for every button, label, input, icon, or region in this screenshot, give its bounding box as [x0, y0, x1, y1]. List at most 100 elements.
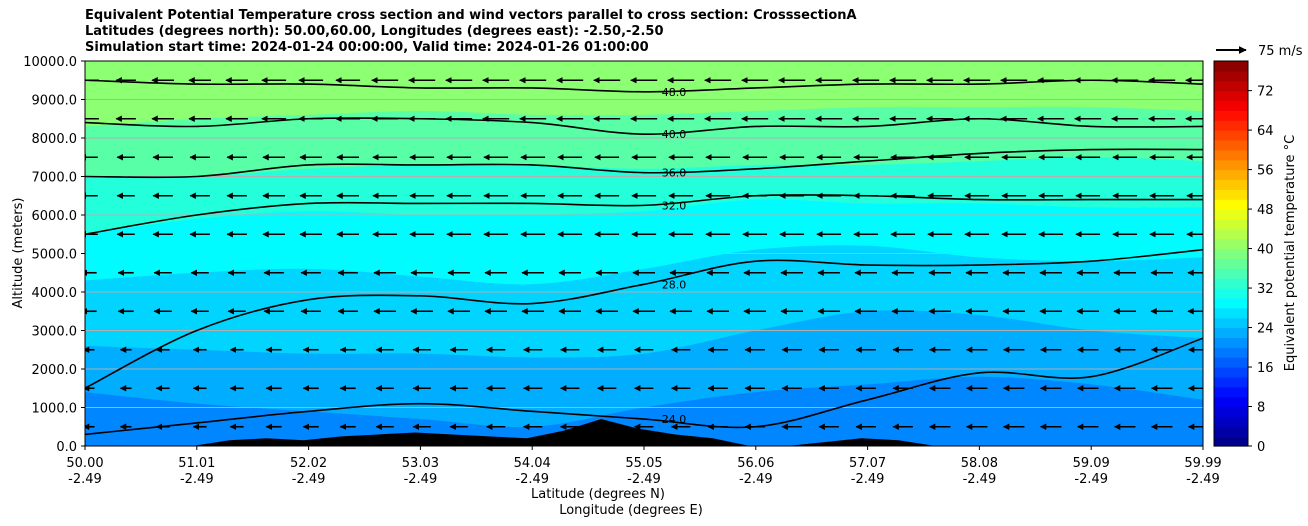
x-tick-label-lat: 57.07	[849, 456, 886, 471]
colorbar-segment	[1214, 317, 1248, 329]
contour-line-4	[85, 79, 1203, 93]
colorbar-segment	[1214, 70, 1248, 82]
x-tick-label-lon: -2.49	[963, 472, 997, 487]
x-tick-label-lat: 59.99	[1184, 456, 1221, 471]
x-tick-label-lat: 53.03	[402, 456, 439, 471]
colorbar-segment	[1214, 228, 1248, 240]
colorbar-segment	[1214, 297, 1248, 309]
contour-label-5: 24.0	[662, 413, 687, 426]
colorbar-segment	[1214, 100, 1248, 111]
y-axis: 0.0 1000.0 2000.0 3000.0 4000.0 5000.0 6000.0 7…	[23, 55, 85, 455]
colorbar-segment	[1214, 367, 1248, 378]
x-tick-label-lat: 55.05	[625, 456, 662, 471]
contour-label-2: 36.0	[662, 167, 687, 180]
colorbar-segment	[1214, 288, 1248, 299]
colorbar-segment	[1214, 130, 1248, 141]
y-tick-label: 10000.0	[23, 55, 77, 70]
quiver-key-label: 75 m/s	[1258, 44, 1303, 59]
colorbar-segment	[1214, 209, 1248, 220]
colorbar-segment	[1214, 347, 1248, 358]
x-tick-label-lon: -2.49	[739, 472, 773, 487]
contour-label-1: 32.0	[662, 199, 687, 212]
contour-line-2	[85, 148, 1203, 179]
chart-title-line-2: Latitudes (degrees north): 50.00,60.00, …	[85, 24, 664, 39]
colorbar-segment	[1214, 386, 1248, 398]
y-tick-label: 3000.0	[32, 325, 78, 340]
colorbar-segment	[1214, 169, 1248, 181]
colorbar-segment	[1214, 416, 1248, 427]
contour-label-0: 28.0	[662, 278, 687, 291]
colorbar-segment	[1214, 199, 1248, 210]
x-tick-label-lat: 54.04	[514, 456, 551, 471]
colorbar-segment	[1214, 80, 1248, 92]
x-tick-label-lon: -2.49	[180, 472, 214, 487]
x-tick-label-lat: 50.00	[66, 456, 103, 471]
y-tick-label: 4000.0	[32, 286, 78, 301]
colorbar-tick-label: 24	[1257, 322, 1274, 337]
contour-line-3	[85, 117, 1203, 135]
contour-label-4: 48.0	[662, 86, 687, 99]
x-tick-label-lon: -2.49	[1186, 472, 1220, 487]
colorbar-label: Equivalent potential temperature °C	[1283, 135, 1298, 371]
colorbar-segment	[1214, 268, 1248, 279]
y-tick-label: 5000.0	[32, 248, 78, 263]
colorbar-segment	[1214, 139, 1248, 151]
colorbar-segment	[1214, 426, 1248, 437]
x-tick-label-lon: -2.49	[515, 472, 549, 487]
terrain-silhouette	[85, 419, 1203, 446]
colorbar-tick-label: 40	[1257, 243, 1274, 258]
colorbar-segment	[1214, 189, 1248, 200]
colorbar-segment	[1214, 376, 1248, 388]
x-tick-label-lat: 56.06	[737, 456, 774, 471]
x-tick-label-lat: 58.08	[961, 456, 998, 471]
colorbar-segment	[1214, 149, 1248, 161]
colorbar-segment	[1214, 327, 1248, 339]
x-axis: 50.00-2.4951.01-2.4952.02-2.4953.03-2.49…	[66, 446, 1222, 487]
colorbar-segment	[1214, 258, 1248, 269]
filled-band-6	[85, 56, 1203, 61]
colorbar-segment	[1214, 179, 1248, 190]
x-tick-label-lat: 59.09	[1073, 456, 1110, 471]
colorbar-segment	[1214, 61, 1248, 72]
filled-band-5	[85, 61, 1203, 127]
chart-title-line-1: Equivalent Potential Temperature cross s…	[85, 8, 857, 23]
colorbar-tick-label: 16	[1257, 361, 1274, 376]
colorbar-segment	[1214, 278, 1248, 289]
y-tick-label: 2000.0	[32, 363, 78, 378]
colorbar-segment	[1214, 248, 1248, 260]
colorbar: 0 8 16 24 32 40 48 56 64 72	[1213, 60, 1274, 455]
x-tick-label-lon: -2.49	[1074, 472, 1108, 487]
colorbar-segment	[1214, 337, 1248, 348]
contour-line-5	[85, 337, 1203, 436]
colorbar-tick-label: 0	[1257, 440, 1265, 455]
x-axis-label-longitude: Longitude (degrees E)	[559, 503, 703, 518]
colorbar-segment	[1214, 436, 1248, 447]
colorbar-tick-label: 64	[1257, 124, 1274, 139]
y-tick-label: 7000.0	[32, 171, 78, 186]
contour-label-3: 40.0	[662, 128, 687, 141]
colorbar-segment	[1214, 90, 1248, 102]
colorbar-segment	[1214, 120, 1248, 131]
x-tick-label-lon: -2.49	[404, 472, 438, 487]
x-tick-label-lon: -2.49	[68, 472, 102, 487]
x-tick-label-lat: 51.01	[178, 456, 215, 471]
colorbar-segment	[1214, 396, 1248, 408]
x-tick-label-lat: 52.02	[290, 456, 327, 471]
y-tick-label: 9000.0	[32, 94, 78, 109]
colorbar-segment	[1214, 218, 1248, 230]
y-tick-label: 8000.0	[32, 132, 78, 147]
plot-area: 28.0 32.0 36.0 40.0 48.0 24.0	[85, 56, 1203, 446]
colorbar-tick-label: 56	[1257, 164, 1274, 179]
colorbar-segment	[1214, 238, 1248, 250]
y-tick-label: 0.0	[56, 440, 77, 455]
colorbar-segment	[1214, 357, 1248, 368]
x-tick-label-lon: -2.49	[627, 472, 661, 487]
colorbar-border	[1213, 60, 1249, 447]
colorbar-tick-label: 72	[1257, 85, 1274, 100]
y-axis-label: Altitude (meters)	[11, 198, 26, 309]
colorbar-segment	[1214, 110, 1248, 121]
chart-title-line-3: Simulation start time: 2024-01-24 00:00:…	[85, 40, 649, 55]
colorbar-segment	[1214, 159, 1248, 171]
x-tick-label-lon: -2.49	[292, 472, 326, 487]
